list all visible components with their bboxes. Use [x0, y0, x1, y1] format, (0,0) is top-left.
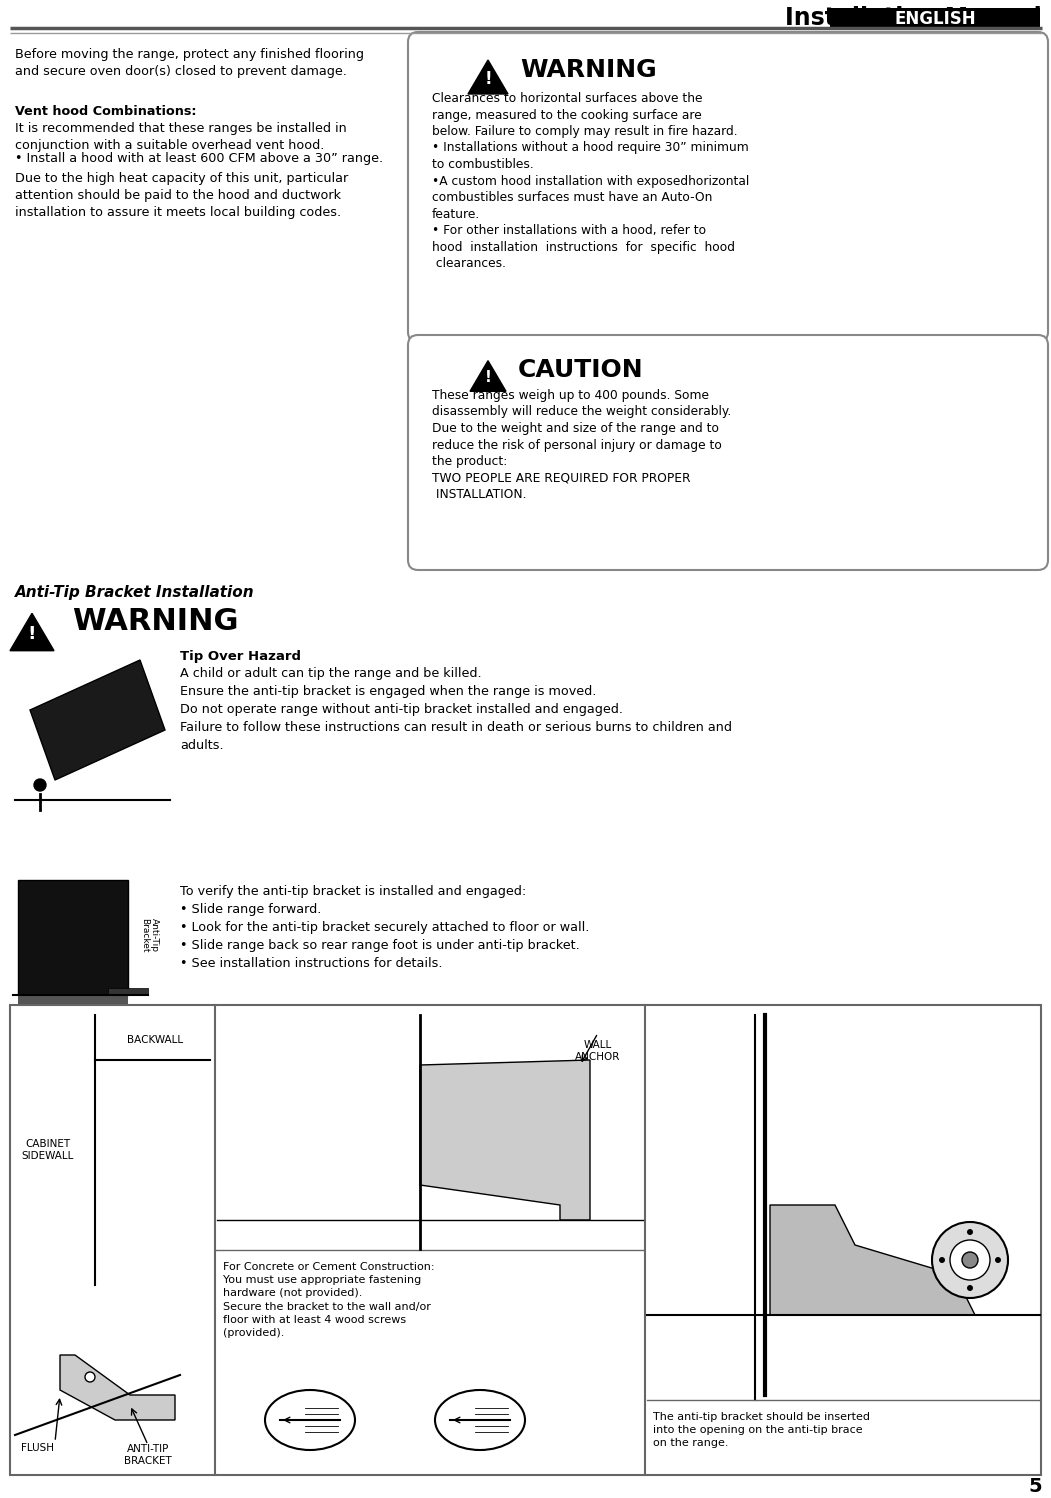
Text: !: ! — [27, 625, 36, 643]
Text: !: ! — [485, 70, 492, 88]
Text: 5: 5 — [1028, 1477, 1042, 1497]
Circle shape — [932, 1222, 1008, 1297]
Text: For Concrete or Cement Construction:
You must use appropriate fastening
hardware: For Concrete or Cement Construction: You… — [223, 1261, 434, 1338]
Circle shape — [950, 1240, 990, 1279]
Ellipse shape — [265, 1390, 355, 1450]
FancyBboxPatch shape — [830, 7, 1040, 30]
Text: WALL
ANCHOR: WALL ANCHOR — [575, 1040, 621, 1062]
Polygon shape — [470, 361, 506, 391]
Text: WARNING: WARNING — [520, 58, 657, 82]
Text: Anti-Tip
Bracket: Anti-Tip Bracket — [140, 918, 160, 953]
Text: ENGLISH: ENGLISH — [894, 10, 975, 28]
Circle shape — [967, 1228, 973, 1234]
Polygon shape — [468, 60, 508, 94]
Text: Installation Manual: Installation Manual — [785, 6, 1042, 30]
Polygon shape — [30, 661, 165, 780]
Text: A child or adult can tip the range and be killed.
Ensure the anti-tip bracket is: A child or adult can tip the range and b… — [180, 667, 731, 752]
FancyBboxPatch shape — [18, 879, 128, 995]
Text: !: ! — [485, 370, 492, 385]
FancyBboxPatch shape — [408, 31, 1048, 342]
Circle shape — [962, 1252, 978, 1267]
Text: ANTI-TIP
BRACKET: ANTI-TIP BRACKET — [124, 1444, 172, 1467]
Text: It is recommended that these ranges be installed in
conjunction with a suitable : It is recommended that these ranges be i… — [15, 121, 347, 151]
Circle shape — [967, 1285, 973, 1291]
Text: To verify the anti-tip bracket is installed and engaged:
• Slide range forward.
: To verify the anti-tip bracket is instal… — [180, 885, 590, 971]
Text: Before moving the range, protect any finished flooring
and secure oven door(s) c: Before moving the range, protect any fin… — [15, 48, 364, 78]
Polygon shape — [770, 1204, 975, 1315]
Text: Anti-Tip Bracket Installation: Anti-Tip Bracket Installation — [15, 586, 254, 601]
Polygon shape — [11, 613, 54, 650]
Text: Vent hood Combinations:: Vent hood Combinations: — [15, 105, 197, 118]
Polygon shape — [420, 1061, 590, 1219]
Circle shape — [34, 779, 46, 791]
Text: • Install a hood with at least 600 CFM above a 30” range.: • Install a hood with at least 600 CFM a… — [15, 151, 384, 165]
Text: Tip Over Hazard: Tip Over Hazard — [180, 650, 301, 664]
Polygon shape — [60, 1356, 176, 1420]
Text: Clearances to horizontal surfaces above the
range, measured to the cooking surfa: Clearances to horizontal surfaces above … — [432, 91, 749, 270]
Circle shape — [85, 1372, 95, 1383]
Text: FLUSH: FLUSH — [21, 1443, 55, 1453]
Circle shape — [995, 1257, 1001, 1263]
Polygon shape — [108, 989, 148, 995]
FancyBboxPatch shape — [408, 336, 1048, 571]
Text: These ranges weigh up to 400 pounds. Some
disassembly will reduce the weight con: These ranges weigh up to 400 pounds. Som… — [432, 389, 731, 500]
Circle shape — [939, 1257, 945, 1263]
Text: BACKWALL: BACKWALL — [127, 1035, 183, 1046]
FancyBboxPatch shape — [11, 1005, 1040, 1476]
Text: WARNING: WARNING — [73, 608, 239, 637]
Ellipse shape — [435, 1390, 526, 1450]
Text: The anti-tip bracket should be inserted
into the opening on the anti-tip brace
o: The anti-tip bracket should be inserted … — [653, 1413, 870, 1449]
Text: CABINET
SIDEWALL: CABINET SIDEWALL — [22, 1138, 75, 1161]
Text: Due to the high heat capacity of this unit, particular
attention should be paid : Due to the high heat capacity of this un… — [15, 172, 348, 219]
FancyBboxPatch shape — [18, 995, 128, 1010]
Text: CAUTION: CAUTION — [518, 358, 643, 382]
